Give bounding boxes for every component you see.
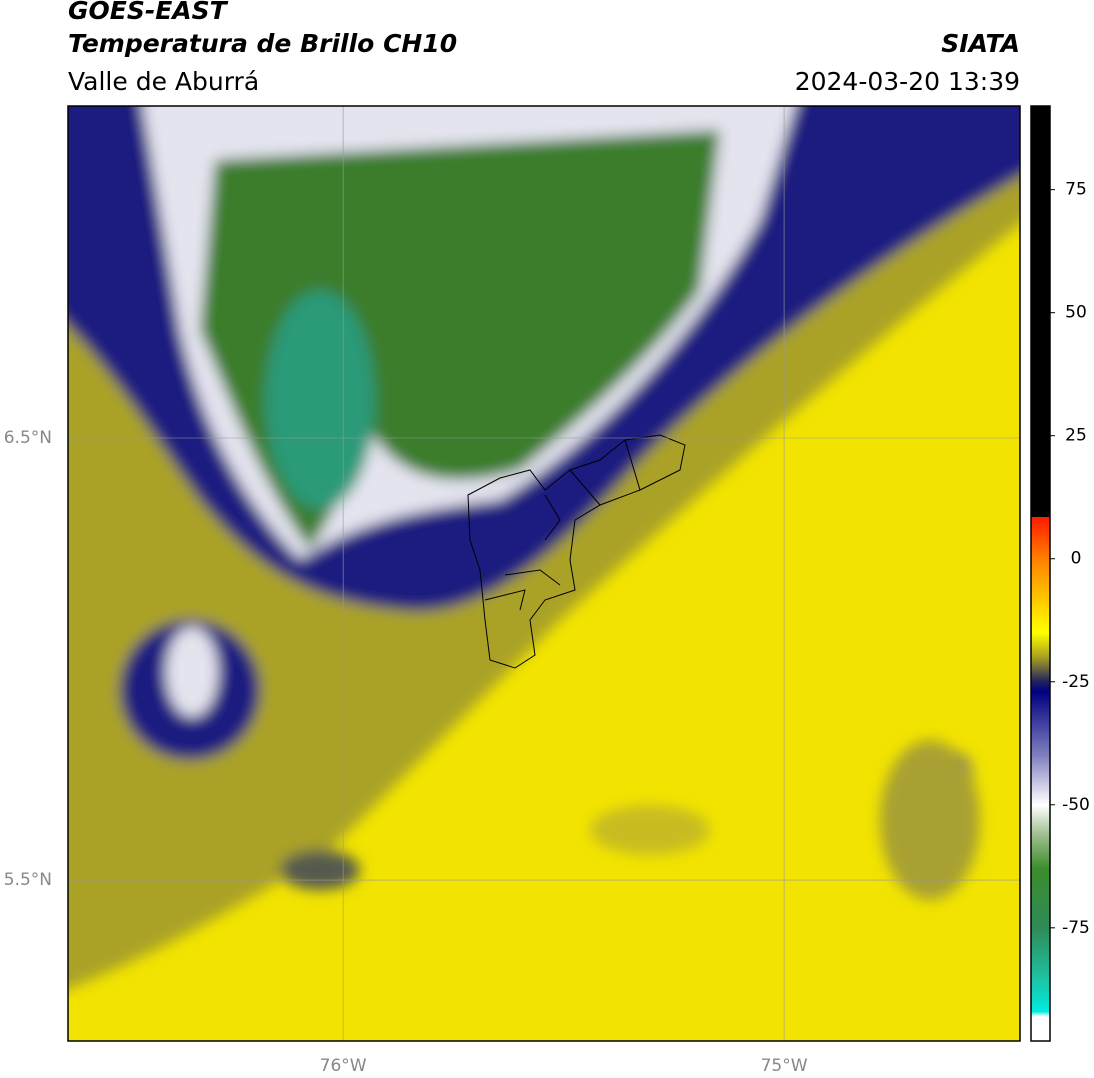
colorbar-tick-label: 25 — [1065, 426, 1087, 446]
map-image — [68, 106, 1020, 1041]
x-tick-label: 76°W — [320, 1056, 367, 1076]
colorbar-tick-label: -75 — [1062, 918, 1090, 938]
title: GOES-EAST — [68, 0, 229, 25]
region: Valle de Aburrá — [68, 67, 259, 96]
colorbar-tick-label: 50 — [1065, 303, 1087, 323]
colorbar-tick-label: -25 — [1062, 672, 1090, 692]
y-tick-label: 6.5°N — [4, 428, 52, 448]
y-tick-label: 5.5°N — [4, 870, 52, 890]
colorbar-tick-label: 75 — [1065, 180, 1087, 200]
source: SIATA — [941, 29, 1020, 58]
colorbar-tick-label: 0 — [1071, 549, 1082, 569]
municipal-boundaries — [467, 434, 686, 669]
colorbar — [1030, 105, 1051, 1042]
colorbar-tick-label: -50 — [1062, 795, 1090, 815]
subtitle: Temperatura de Brillo CH10 — [68, 29, 457, 58]
datetime: 2024-03-20 13:39 — [795, 67, 1020, 96]
x-tick-label: 75°W — [761, 1056, 808, 1076]
clouds — [68, 106, 1020, 990]
map-frame — [67, 105, 1021, 1042]
graticule — [68, 106, 1020, 1041]
